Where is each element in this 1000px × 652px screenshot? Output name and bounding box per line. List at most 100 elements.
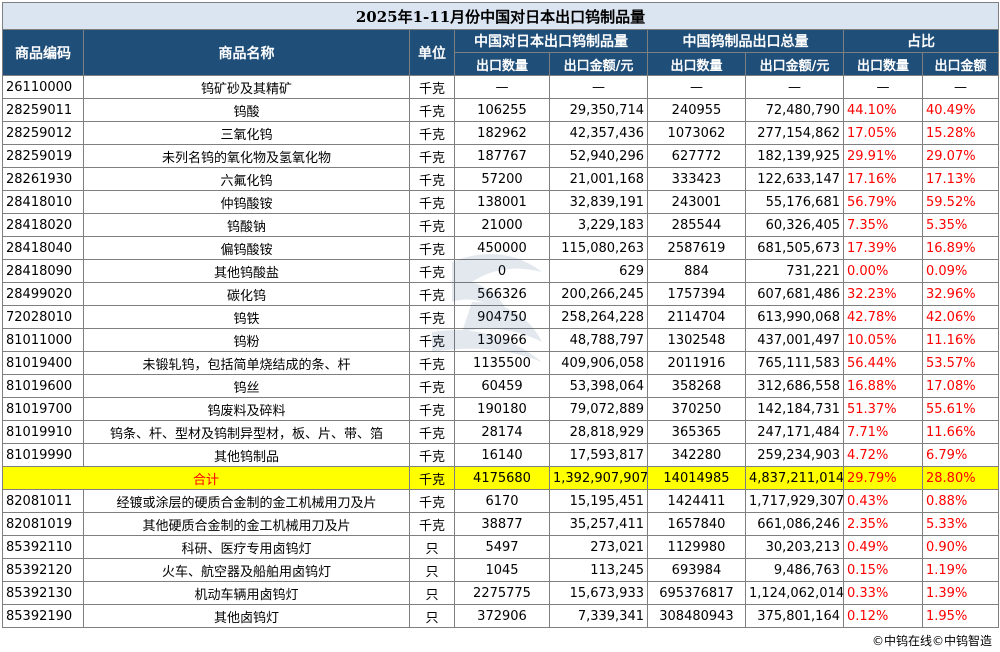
row-share-amount: 32.96% bbox=[922, 282, 999, 306]
row-total-qty: 365365 bbox=[647, 420, 746, 444]
row-unit: 千克 bbox=[409, 443, 455, 467]
row-total-qty: 1129980 bbox=[647, 535, 746, 559]
row-share-amount: 42.06% bbox=[922, 305, 999, 329]
row-japan-amount: 7,339,341 bbox=[549, 604, 648, 628]
row-japan-amount: 29,350,714 bbox=[549, 98, 648, 122]
row-total-qty: 627772 bbox=[647, 144, 746, 168]
row-total-qty: 342280 bbox=[647, 443, 746, 467]
row-name: 钨酸钠 bbox=[83, 213, 410, 237]
row-japan-amount: 113,245 bbox=[549, 558, 648, 582]
export-table: 2025年1-11月份中国对日本出口钨制品量 商品编码 商品名称 单位 中国对日… bbox=[2, 2, 999, 628]
table-row: 85392190 其他卤钨灯只 372906 7,339,341 308480943 37… bbox=[2, 604, 999, 628]
table-row: 82081019 其他硬质合金制的金工机械用刀及片 千克 38877 35,257,41… bbox=[2, 512, 999, 536]
row-total-amount: — bbox=[745, 75, 844, 99]
row-share-qty: — bbox=[843, 75, 923, 99]
row-code: 85392110 bbox=[2, 535, 84, 559]
row-code: 82081011 bbox=[2, 489, 84, 513]
row-code: 28259011 bbox=[2, 98, 84, 122]
row-japan-qty: 904750 bbox=[454, 305, 550, 329]
row-share-amount: 0.09% bbox=[922, 259, 999, 283]
row-japan-amount: 53,398,064 bbox=[549, 374, 648, 398]
row-unit: 千克 bbox=[409, 282, 455, 306]
row-japan-qty: 38877 bbox=[454, 512, 550, 536]
header-name: 商品名称 bbox=[83, 29, 410, 76]
row-unit: 千克 bbox=[409, 351, 455, 375]
row-share-qty: 0.43% bbox=[843, 489, 923, 513]
row-japan-qty: 57200 bbox=[454, 167, 550, 191]
row-code: 28499020 bbox=[2, 282, 84, 306]
row-unit: 千克 bbox=[409, 397, 455, 421]
row-code: 81011000 bbox=[2, 328, 84, 352]
row-name: 其他钨酸盐 bbox=[83, 259, 410, 283]
table-row: 28261930 六氟化钨 千克 57200 21,001,168 333423 122,6… bbox=[2, 167, 999, 191]
row-total-qty: 695376817 bbox=[647, 581, 746, 605]
row-code: 82081019 bbox=[2, 512, 84, 536]
table-row: 28418020 钨酸钠 千克 21000 3,229,183 285544 60,326,… bbox=[2, 213, 999, 237]
row-share-amount: 5.35% bbox=[922, 213, 999, 237]
row-name: 碳化钨 bbox=[83, 282, 410, 306]
table-row: 28418090 其他钨酸盐 千克 0 629 884 731,221 0.00% 0.09% bbox=[2, 259, 999, 283]
row-japan-amount: 3,229,183 bbox=[549, 213, 648, 237]
row-code: 28418010 bbox=[2, 190, 84, 214]
row-japan-amount: — bbox=[549, 75, 648, 99]
row-code: 26110000 bbox=[2, 75, 84, 99]
header-share-amount: 出口金额 bbox=[922, 52, 999, 76]
row-code: 28259012 bbox=[2, 121, 84, 145]
row-code: 28418040 bbox=[2, 236, 84, 260]
row-total-amount: 122,633,147 bbox=[745, 167, 844, 191]
row-share-amount: 40.49% bbox=[922, 98, 999, 122]
row-name: 其他钨制品 bbox=[83, 443, 410, 467]
row-total-qty: 308480943 bbox=[647, 604, 746, 628]
row-name: 三氧化钨 bbox=[83, 121, 410, 145]
row-name: 经镀或涂层的硬质合金制的金工机械用刀及片 bbox=[83, 489, 410, 513]
row-total-qty: 370250 bbox=[647, 397, 746, 421]
row-share-amount: 0.90% bbox=[922, 535, 999, 559]
row-total-qty: 1757394 bbox=[647, 282, 746, 306]
row-total-amount: 259,234,903 bbox=[745, 443, 844, 467]
header-japan-qty: 出口数量 bbox=[454, 52, 550, 76]
row-code: 28418090 bbox=[2, 259, 84, 283]
header-japan-amount: 出口金额/元 bbox=[549, 52, 648, 76]
row-total-qty: 2011916 bbox=[647, 351, 746, 375]
row-total-amount: 375,801,164 bbox=[745, 604, 844, 628]
row-japan-amount: 35,257,411 bbox=[549, 512, 648, 536]
row-code: 28418020 bbox=[2, 213, 84, 237]
header-group-japan: 中国对日本出口钨制品量 bbox=[454, 29, 648, 53]
total-label: 合计 bbox=[2, 466, 410, 490]
row-japan-amount: 200,266,245 bbox=[549, 282, 648, 306]
header-code: 商品编码 bbox=[2, 29, 84, 76]
row-japan-amount: 42,357,436 bbox=[549, 121, 648, 145]
row-code: 81019600 bbox=[2, 374, 84, 398]
row-total-qty: 2587619 bbox=[647, 236, 746, 260]
row-japan-qty: 130966 bbox=[454, 328, 550, 352]
row-total-qty: 333423 bbox=[647, 167, 746, 191]
row-japan-amount: 28,818,929 bbox=[549, 420, 648, 444]
row-total-amount: 661,086,246 bbox=[745, 512, 844, 536]
table-row: 28418010 仲钨酸铵 千克 138001 32,839,191 243001 55,1… bbox=[2, 190, 999, 214]
row-name: 钨废料及碎料 bbox=[83, 397, 410, 421]
row-share-qty: 16.88% bbox=[843, 374, 923, 398]
row-share-amount: 16.89% bbox=[922, 236, 999, 260]
row-unit: 只 bbox=[409, 535, 455, 559]
row-share-amount: 11.16% bbox=[922, 328, 999, 352]
total-share-qty: 29.79% bbox=[843, 466, 923, 490]
row-name: 钨粉 bbox=[83, 328, 410, 352]
table-row: 26110000 钨矿砂及其精矿 千克 — — — — — — bbox=[2, 75, 999, 99]
row-japan-amount: 52,940,296 bbox=[549, 144, 648, 168]
row-unit: 千克 bbox=[409, 305, 455, 329]
table-row: 81019400 未锻轧钨，包括简单烧结成的条、杆 千克 1135500 409,906… bbox=[2, 351, 999, 375]
row-japan-qty: 2275775 bbox=[454, 581, 550, 605]
row-code: 81019910 bbox=[2, 420, 84, 444]
row-unit: 千克 bbox=[409, 98, 455, 122]
row-name: 钨丝 bbox=[83, 374, 410, 398]
row-share-amount: — bbox=[922, 75, 999, 99]
table-row: 28499020 碳化钨 千克 566326 200,266,245 1757394 607… bbox=[2, 282, 999, 306]
row-japan-qty: 6170 bbox=[454, 489, 550, 513]
header-unit: 单位 bbox=[409, 29, 455, 76]
row-japan-qty: 1135500 bbox=[454, 351, 550, 375]
row-code: 81019700 bbox=[2, 397, 84, 421]
row-unit: 千克 bbox=[409, 259, 455, 283]
row-unit: 千克 bbox=[409, 213, 455, 237]
row-total-amount: 277,154,862 bbox=[745, 121, 844, 145]
